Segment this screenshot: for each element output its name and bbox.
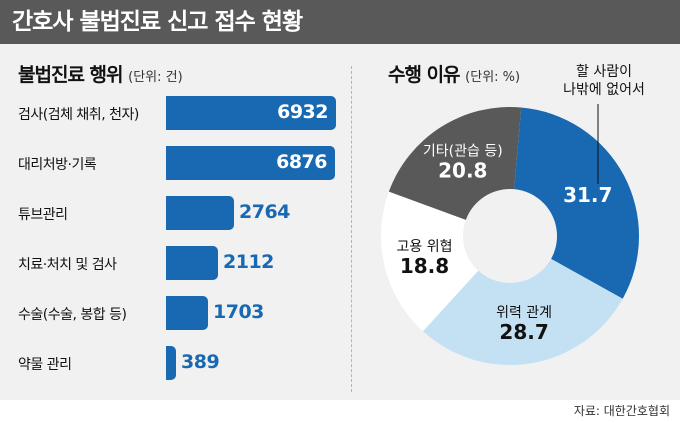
bar-value-label: 6932 [277,101,328,123]
bar [166,146,335,180]
bar-category-label: 검사(검체 채취, 천자) [18,107,139,123]
pie-slice-label: 고용 위협 [397,239,453,255]
pie-chart-unit: (단위: %) [465,70,521,85]
pie-slice-label: 할 사람이 [576,64,632,80]
bar [166,346,176,380]
bar [166,246,218,280]
bar-category-label: 튜브관리 [18,207,68,223]
bar-category-label: 약물 관리 [18,357,72,373]
pie-slice-label: 기타(관습 등) [423,144,503,160]
bar-value-label: 2764 [239,201,290,223]
bar-chart-unit: (단위: 건) [128,70,183,85]
pie-slice [388,106,522,220]
bar-chart-title: 불법진료 행위 (단위: 건) [18,60,183,87]
pie-slice-value: 20.8 [438,159,487,183]
bar-category-label: 치료·처치 및 검사 [18,257,117,273]
bar-chart-title-text: 불법진료 행위 [18,64,123,86]
bar [166,296,208,330]
pie-slice-value: 28.7 [499,320,548,344]
bar-value-label: 1703 [213,301,264,323]
bar-value-label: 6876 [276,151,327,173]
pie-slice [422,258,623,365]
pie-slice-label: 위력 관계 [496,305,552,321]
pie-chart-title-text: 수행 이유 [388,64,461,86]
pie-slice [381,191,479,332]
pie-chart-title: 수행 이유 (단위: %) [388,60,520,87]
pie-slice-label: 나밖에 없어서 [563,82,645,98]
pie-slice-value: 31.7 [563,183,612,207]
pie-slice [514,107,640,299]
pie-slice-value: 18.8 [400,254,449,278]
page-title: 간호사 불법진료 신고 접수 현황 [0,0,680,44]
bar-category-label: 대리처방·기록 [18,157,97,173]
section-divider [351,66,352,392]
bar-value-label: 2112 [223,251,274,273]
bar [166,96,336,130]
bar-category-label: 수술(수술, 봉합 등) [18,307,127,323]
bar-value-label: 389 [181,351,220,373]
bar [166,196,234,230]
source-note: 자료: 대한간호협회 [573,404,670,418]
